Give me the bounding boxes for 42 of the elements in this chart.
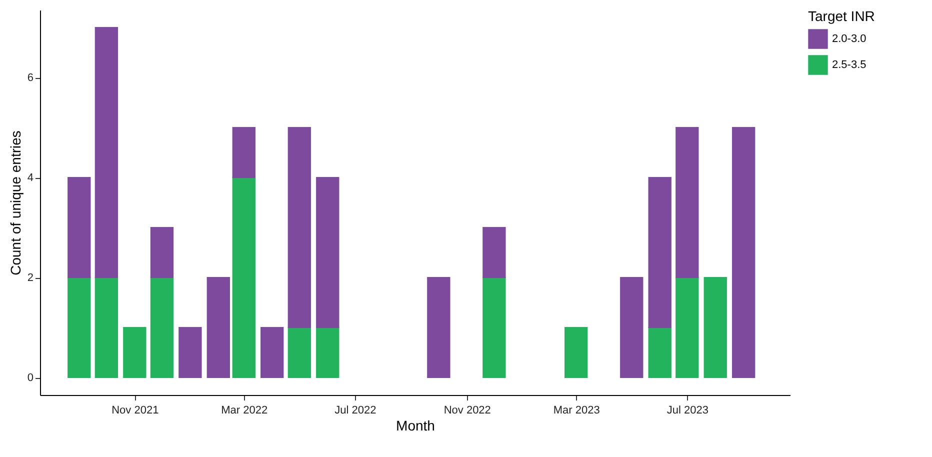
bar	[150, 227, 174, 278]
bar	[94, 277, 118, 378]
x-axis-title: Month	[396, 418, 435, 434]
bar	[620, 277, 644, 378]
bar	[288, 327, 311, 378]
bar	[260, 327, 284, 378]
bar	[482, 227, 506, 278]
bar	[316, 177, 340, 328]
y-axis-title: Count of unique entries	[7, 130, 24, 276]
x-tick-label: Nov 2022	[444, 404, 491, 416]
bar	[648, 327, 672, 378]
bar	[94, 27, 118, 278]
bar	[427, 277, 450, 378]
x-tick-label: Jul 2022	[334, 404, 376, 416]
bar	[564, 327, 588, 378]
bar	[232, 127, 256, 178]
bar	[648, 177, 672, 328]
y-tick-label: 6	[27, 72, 34, 84]
x-tick-label: Mar 2022	[221, 404, 268, 416]
bar	[178, 327, 202, 378]
bar	[206, 277, 230, 378]
legend-title: Target INR	[808, 8, 875, 24]
bar	[704, 277, 727, 378]
bar	[676, 127, 699, 278]
y-tick-label: 0	[27, 372, 34, 384]
bar	[288, 127, 311, 328]
bar	[676, 277, 699, 378]
y-tick-label: 2	[27, 272, 34, 284]
x-tick-label: Nov 2021	[112, 404, 159, 416]
legend-label: 2.0-3.0	[832, 33, 866, 45]
bar	[68, 177, 91, 278]
bar	[232, 177, 256, 378]
y-tick-label: 4	[27, 172, 34, 184]
bar	[482, 277, 506, 378]
x-tick-label: Jul 2023	[666, 404, 708, 416]
bar	[68, 277, 91, 378]
bar	[732, 127, 756, 378]
bar	[316, 327, 340, 378]
legend-label: 2.5-3.5	[832, 59, 866, 71]
bar	[150, 277, 174, 378]
bar	[123, 327, 146, 378]
x-tick-label: Mar 2023	[553, 404, 600, 416]
